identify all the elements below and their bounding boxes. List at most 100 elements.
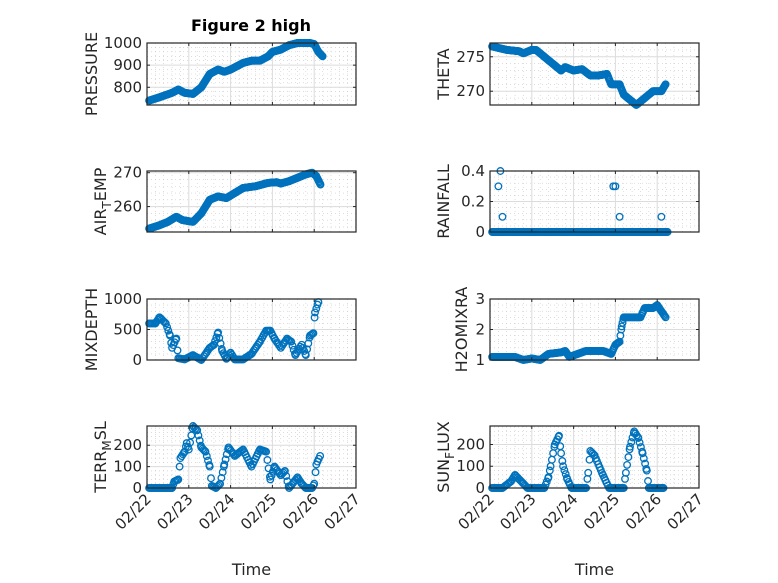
x-tick-label: 02/27 bbox=[321, 490, 364, 533]
x-tick-label: 02/25 bbox=[237, 490, 280, 533]
data-series bbox=[488, 301, 670, 364]
y-tick-label: 1000 bbox=[104, 290, 142, 308]
data-point bbox=[660, 312, 669, 321]
y-tick-label: 2 bbox=[475, 321, 485, 339]
data-point bbox=[280, 466, 289, 475]
data-point bbox=[221, 455, 230, 464]
data-point bbox=[318, 52, 327, 61]
y-tick-label: 500 bbox=[113, 321, 142, 339]
data-point bbox=[615, 212, 624, 221]
data-point bbox=[266, 475, 275, 484]
y-tick-label: 900 bbox=[113, 56, 142, 74]
y-tick-label: 0 bbox=[132, 351, 142, 369]
data-point bbox=[309, 329, 318, 338]
data-point bbox=[174, 475, 183, 484]
axes-box bbox=[146, 42, 357, 106]
y-axis-label: PRESSURE bbox=[82, 32, 101, 116]
data-point bbox=[311, 308, 319, 317]
x-tick-label: 02/24 bbox=[538, 490, 581, 533]
data-point bbox=[557, 449, 566, 458]
x-tick-label: 02/26 bbox=[622, 490, 665, 533]
y-tick-label: 0.4 bbox=[461, 162, 485, 180]
data-point bbox=[282, 472, 291, 480]
subplot-rainfall: 0 0.2 0.4 RAINFALL bbox=[434, 162, 700, 241]
y-axis-label: TERRMSL bbox=[91, 421, 114, 494]
x-axis-label: Time bbox=[231, 560, 271, 579]
y-tick-label: 100 bbox=[456, 457, 485, 475]
data-point bbox=[207, 474, 215, 483]
axes-box bbox=[489, 425, 700, 489]
y-tick-label: 3 bbox=[475, 290, 485, 308]
data-point bbox=[199, 445, 208, 454]
data-point bbox=[310, 313, 319, 322]
data-point bbox=[627, 438, 636, 447]
figure-title: Figure 2 high bbox=[191, 16, 311, 35]
data-point bbox=[638, 449, 647, 458]
data-point bbox=[216, 339, 225, 348]
data-point bbox=[214, 481, 223, 490]
data-point bbox=[559, 462, 568, 471]
y-tick-label: 260 bbox=[113, 198, 142, 216]
data-point bbox=[661, 80, 670, 89]
data-point bbox=[561, 470, 570, 479]
data-point bbox=[212, 333, 221, 342]
data-point bbox=[166, 331, 174, 340]
data-point bbox=[621, 468, 630, 477]
data-point bbox=[205, 462, 214, 471]
y-axis-label: THETA bbox=[434, 48, 453, 100]
data-point bbox=[558, 457, 567, 465]
y-tick-label: 1000 bbox=[104, 34, 142, 52]
data-point bbox=[641, 459, 650, 468]
data-point bbox=[287, 337, 296, 346]
data-point bbox=[307, 330, 316, 339]
y-tick-label: 800 bbox=[113, 78, 142, 96]
data-point bbox=[623, 460, 632, 469]
y-tick-label: 0.2 bbox=[461, 193, 485, 211]
y-tick-label: 200 bbox=[113, 436, 142, 454]
data-point bbox=[624, 453, 633, 462]
data-point bbox=[626, 442, 634, 451]
y-tick-label: 0 bbox=[475, 223, 485, 241]
y-tick-label: 270 bbox=[113, 164, 142, 182]
data-point bbox=[191, 424, 200, 433]
data-point bbox=[159, 317, 168, 325]
y-tick-label: 0 bbox=[475, 479, 485, 497]
data-point bbox=[194, 431, 203, 440]
data-point bbox=[175, 462, 184, 471]
y-axis-label: H2OMIXRA bbox=[452, 287, 471, 373]
data-point bbox=[634, 434, 643, 442]
data-point bbox=[498, 212, 507, 221]
data-point bbox=[560, 466, 569, 475]
data-point bbox=[163, 323, 172, 332]
data-point bbox=[215, 334, 224, 342]
y-tick-label: 1 bbox=[475, 351, 485, 369]
x-tick-label: 02/26 bbox=[279, 490, 322, 533]
x-tick-label: 02/24 bbox=[195, 490, 238, 533]
y-tick-label: 100 bbox=[113, 458, 142, 476]
y-axis-label: RAINFALL bbox=[434, 164, 453, 239]
y-tick-label: 200 bbox=[456, 435, 485, 453]
y-tick-label: 275 bbox=[456, 48, 485, 66]
data-point bbox=[545, 466, 554, 475]
data-point bbox=[657, 212, 666, 221]
data-point bbox=[275, 342, 284, 350]
data-point bbox=[639, 454, 648, 463]
data-series bbox=[488, 42, 670, 109]
x-tick-label: 02/27 bbox=[664, 490, 707, 533]
axes-box bbox=[489, 42, 700, 106]
data-point bbox=[494, 182, 503, 191]
data-point bbox=[186, 438, 195, 447]
data-point bbox=[161, 319, 170, 328]
y-axis-label: SUNFLUX bbox=[434, 421, 457, 493]
axes-background bbox=[147, 171, 356, 232]
data-point bbox=[216, 479, 225, 488]
data-point bbox=[202, 452, 211, 461]
data-series bbox=[145, 39, 327, 105]
data-point bbox=[311, 468, 320, 477]
data-point bbox=[584, 468, 593, 477]
